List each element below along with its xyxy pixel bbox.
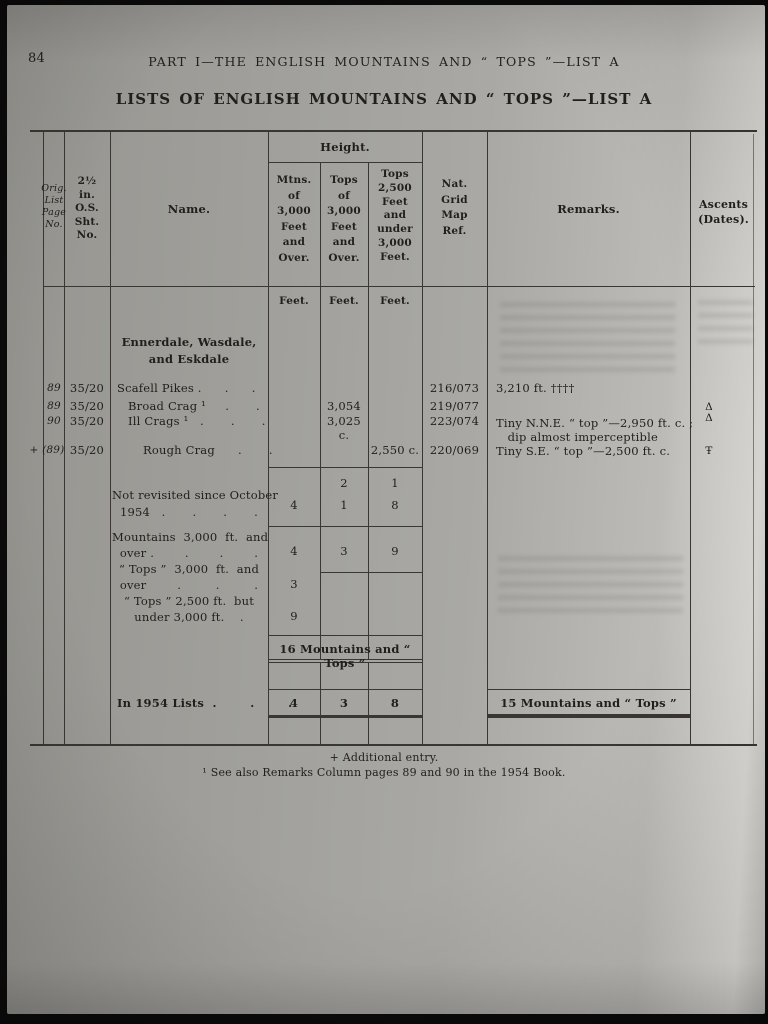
col-divider: [487, 130, 488, 744]
cell-name: Scafell Pikes . . .: [117, 381, 256, 395]
cell-height-tops3000: 3,054: [320, 399, 368, 413]
col-divider: [422, 130, 423, 744]
summary-box-rule: [268, 467, 422, 468]
in1954-top-rule: [268, 689, 422, 690]
cell-os-sheet: 35/20: [64, 399, 110, 413]
summary-tops3000-col1: 3: [268, 577, 320, 591]
cell-os-sheet: 35/20: [64, 414, 110, 428]
total-double-rule-a: [268, 659, 422, 660]
col-header-height-group: Height.: [268, 140, 422, 154]
section-heading: Ennerdale, Wasdale, and Eskdale: [110, 334, 268, 368]
summary-not-revisited-tops3000: 1: [320, 498, 368, 512]
summary-counts-label: Mountains 3,000 ft. and over . . . . “ T…: [112, 529, 268, 625]
col-header-tops-2500: Tops 2,500 Feet and under 3,000 Feet.: [368, 168, 422, 265]
running-head: PART I—THE ENGLISH MOUNTAINS AND “ TOPS …: [84, 55, 684, 69]
summary-mtns-count: 4: [268, 544, 320, 558]
table-left-border: [43, 130, 44, 744]
page-number: 84: [28, 52, 45, 66]
remarks-total: 15 Mountains and “ Tops ”: [487, 696, 690, 710]
cell-grid-ref: 220/069: [422, 443, 487, 457]
cell-os-sheet: 35/20: [64, 381, 110, 395]
total-mountains-and-tops: 16 Mountains and “ Tops ”: [268, 642, 422, 670]
cell-grid-ref: 216/073: [422, 381, 487, 395]
summary-tops2500-col1: 9: [268, 609, 320, 623]
bleed-through-smudge: [500, 302, 675, 372]
col-header-tops-3000: Tops of 3,000 Feet and Over.: [320, 173, 368, 266]
in-1954-tops2500: 8: [368, 696, 422, 710]
col-divider: [64, 130, 65, 744]
cell-orig-page: + (89): [26, 443, 68, 457]
remarks-total-top-rule: [487, 689, 690, 690]
col-header-grid-ref: Nat. Grid Map Ref.: [422, 177, 487, 239]
cell-ascent-symbol: Δ: [698, 411, 720, 425]
summary-not-revisited-mtns: 4: [268, 498, 320, 512]
col-divider: [690, 130, 691, 744]
cell-height-tops3000: 3,025 c.: [320, 414, 368, 442]
cell-orig-page: 90: [40, 414, 68, 428]
book-page: [7, 5, 765, 1014]
in1954-heavy-rule: [268, 715, 422, 718]
col-header-orig-list-page: Orig. List Page No.: [40, 183, 68, 231]
summary-box-rule: [268, 526, 422, 527]
col-header-os-sheet: 2½ in. O.S. Sht. No.: [64, 175, 110, 243]
col-divider: [368, 162, 369, 659]
bleed-through-smudge: [698, 300, 753, 345]
col-header-mtns-3000: Mtns. of 3,000 Feet and Over.: [268, 173, 320, 266]
in-1954-tops3000: 3: [320, 696, 368, 710]
units-feet-mtns: Feet.: [268, 294, 320, 308]
col-divider: [320, 662, 321, 744]
col-header-name: Name.: [110, 202, 268, 216]
table-bottom-rule: [30, 744, 757, 746]
footnote-additional-entry: + Additional entry.: [84, 751, 684, 765]
cell-remarks: Tiny N.N.E. “ top ”—2,950 ft. c. ; dip a…: [496, 416, 693, 444]
col-header-remarks: Remarks.: [487, 202, 690, 216]
cell-remarks: Tiny S.E. “ top ”—2,500 ft. c.: [496, 444, 670, 458]
cell-grid-ref: 219/077: [422, 399, 487, 413]
total-double-rule-b: [268, 662, 422, 663]
bleed-through-smudge: [498, 556, 683, 618]
table-top-rule: [30, 130, 757, 132]
summary-tops3000-count: 3: [320, 544, 368, 558]
col-header-ascents: Ascents (Dates).: [690, 197, 757, 227]
cell-name: Rough Crag . .: [143, 443, 273, 457]
summary-box-rule: [320, 572, 422, 573]
cell-height-tops2500: 2,550 c.: [368, 443, 422, 457]
summary-not-revisited-tops2500: 8: [368, 498, 422, 512]
footnote-see-also: ¹ See also Remarks Column pages 89 and 9…: [84, 766, 684, 780]
col-divider: [320, 162, 321, 659]
units-feet-tops3000: Feet.: [320, 294, 368, 308]
summary-mini-tops3000: 2: [320, 476, 368, 490]
units-feet-tops2500: Feet.: [368, 294, 422, 308]
in-1954-mtns: 4: [268, 696, 320, 710]
remarks-total-heavy-rule: [487, 714, 690, 718]
cell-orig-page: 89: [40, 381, 68, 395]
col-divider: [268, 130, 269, 744]
summary-box-rule: [268, 635, 422, 636]
cell-name: Ill Crags ¹ . . .: [128, 414, 266, 428]
cell-ascent-symbol: Ŧ: [698, 444, 720, 458]
height-group-underline: [268, 162, 422, 163]
cell-ascent-symbol: Δ: [698, 400, 720, 414]
page-title: LISTS OF ENGLISH MOUNTAINS AND “ TOPS ”—…: [84, 92, 684, 107]
cell-name: Broad Crag ¹ . .: [128, 399, 260, 413]
col-divider: [110, 130, 111, 744]
cell-grid-ref: 223/074: [422, 414, 487, 428]
cell-os-sheet: 35/20: [64, 443, 110, 457]
table-right-border: [753, 134, 754, 744]
summary-tops2500-count: 9: [368, 544, 422, 558]
col-divider: [368, 662, 369, 744]
cell-remarks: 3,210 ft. ††††: [496, 381, 575, 395]
summary-not-revisited-label: Not revisited since October 1954 . . . .: [112, 487, 278, 521]
cell-orig-page: 89: [40, 399, 68, 413]
in-1954-label: In 1954 Lists . . .: [117, 696, 292, 710]
summary-mini-tops2500: 1: [368, 476, 422, 490]
header-bottom-rule: [43, 286, 755, 287]
